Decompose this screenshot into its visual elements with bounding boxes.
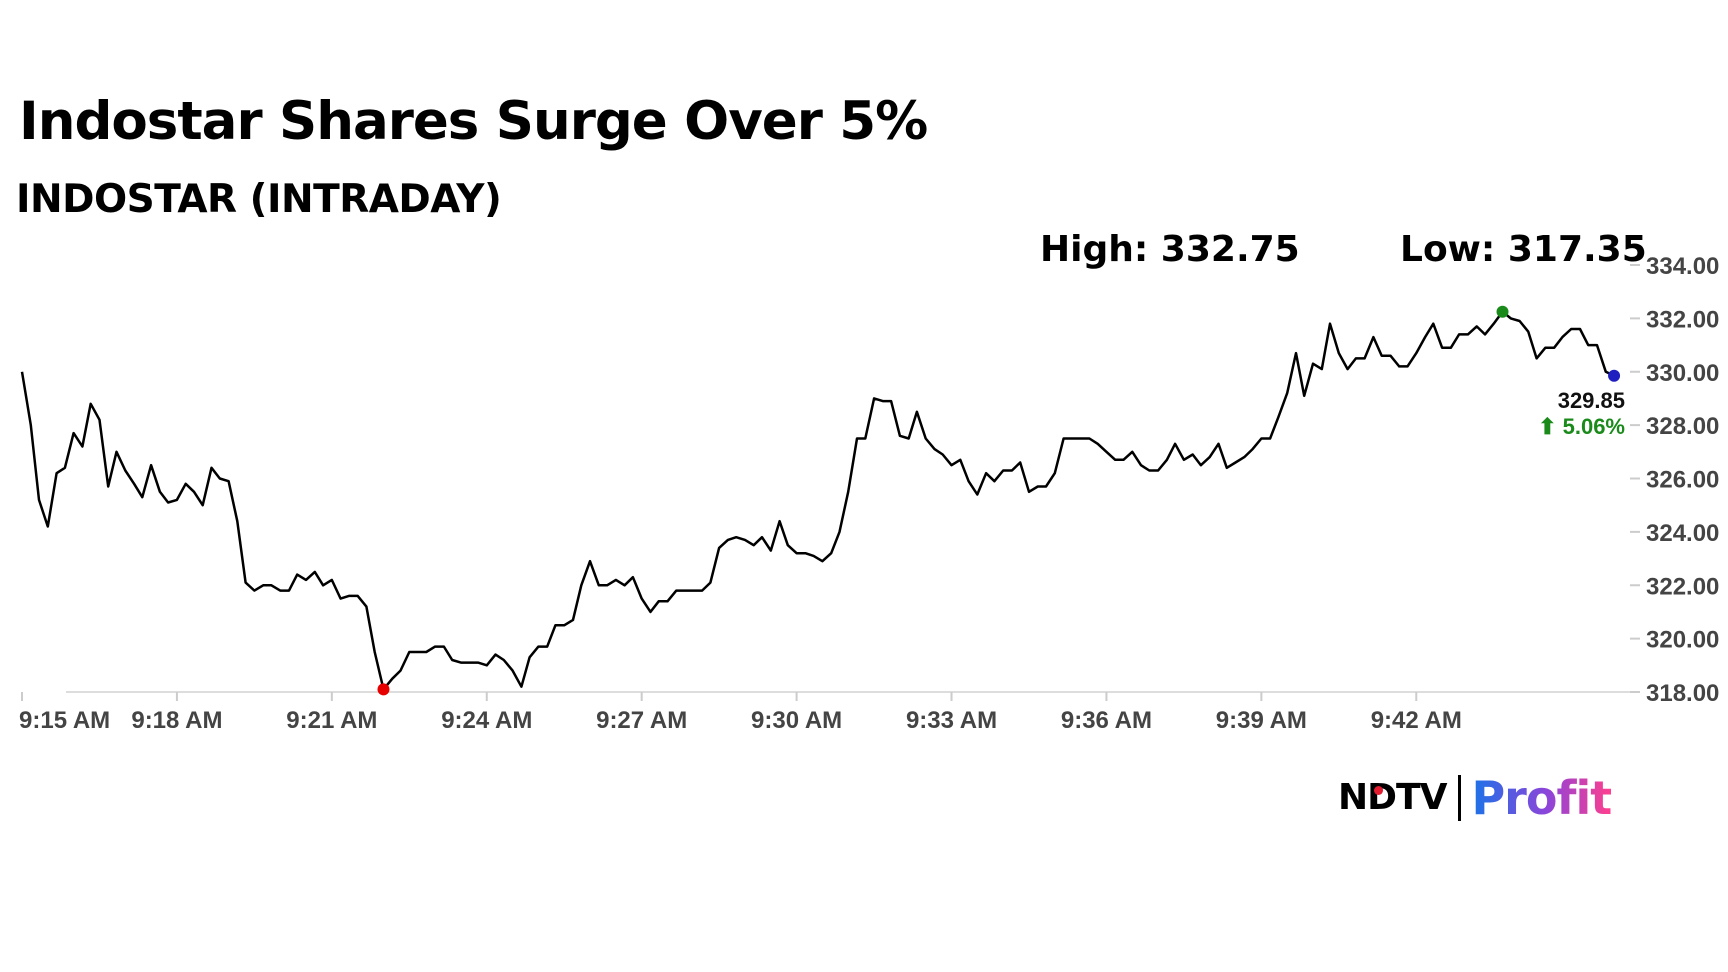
y-tick-label: 328.00	[1646, 413, 1719, 440]
y-tick-label: 334.00	[1646, 253, 1719, 280]
y-tick-label: 322.00	[1646, 573, 1719, 600]
brand-profit: Profit	[1471, 771, 1612, 825]
high-stat: High: 332.75	[1040, 229, 1300, 270]
headline: Indostar Shares Surge Over 5%	[19, 91, 928, 152]
last-price-marker	[1608, 369, 1621, 382]
low-marker	[377, 683, 390, 696]
brand-ndtv: NDTV	[1338, 777, 1447, 818]
x-tick-label: 9:27 AM	[596, 707, 687, 734]
x-tick-label: 9:33 AM	[906, 707, 997, 734]
y-tick-label: 320.00	[1646, 627, 1719, 654]
price-line	[20, 310, 1615, 691]
y-tick-label: 326.00	[1646, 467, 1719, 494]
x-tick-label: 9:36 AM	[1061, 707, 1152, 734]
brand-dot-icon	[1374, 786, 1383, 795]
x-tick-label: 9:39 AM	[1216, 707, 1307, 734]
x-tick-label: 9:24 AM	[441, 707, 532, 734]
x-tick-label: 9:15 AM	[19, 707, 110, 734]
y-tick-label: 318.00	[1646, 680, 1719, 707]
x-tick-label: 9:30 AM	[751, 707, 842, 734]
brand-separator	[1458, 775, 1462, 821]
high-marker	[1496, 305, 1509, 318]
low-stat: Low: 317.35	[1400, 229, 1647, 270]
x-tick-label: 9:21 AM	[286, 707, 377, 734]
y-tick-label: 324.00	[1646, 520, 1719, 547]
brand-logo: NDTV Profit	[1338, 771, 1612, 825]
last-price-label: 329.85	[1558, 388, 1625, 413]
y-tick-label: 332.00	[1646, 306, 1719, 333]
y-tick-label: 330.00	[1646, 360, 1719, 387]
x-tick-label: 9:18 AM	[131, 707, 222, 734]
change-label: ⬆ 5.06%	[1538, 414, 1625, 439]
x-tick-label: 9:42 AM	[1371, 707, 1462, 734]
subheadline: INDOSTAR (INTRADAY)	[16, 177, 502, 222]
